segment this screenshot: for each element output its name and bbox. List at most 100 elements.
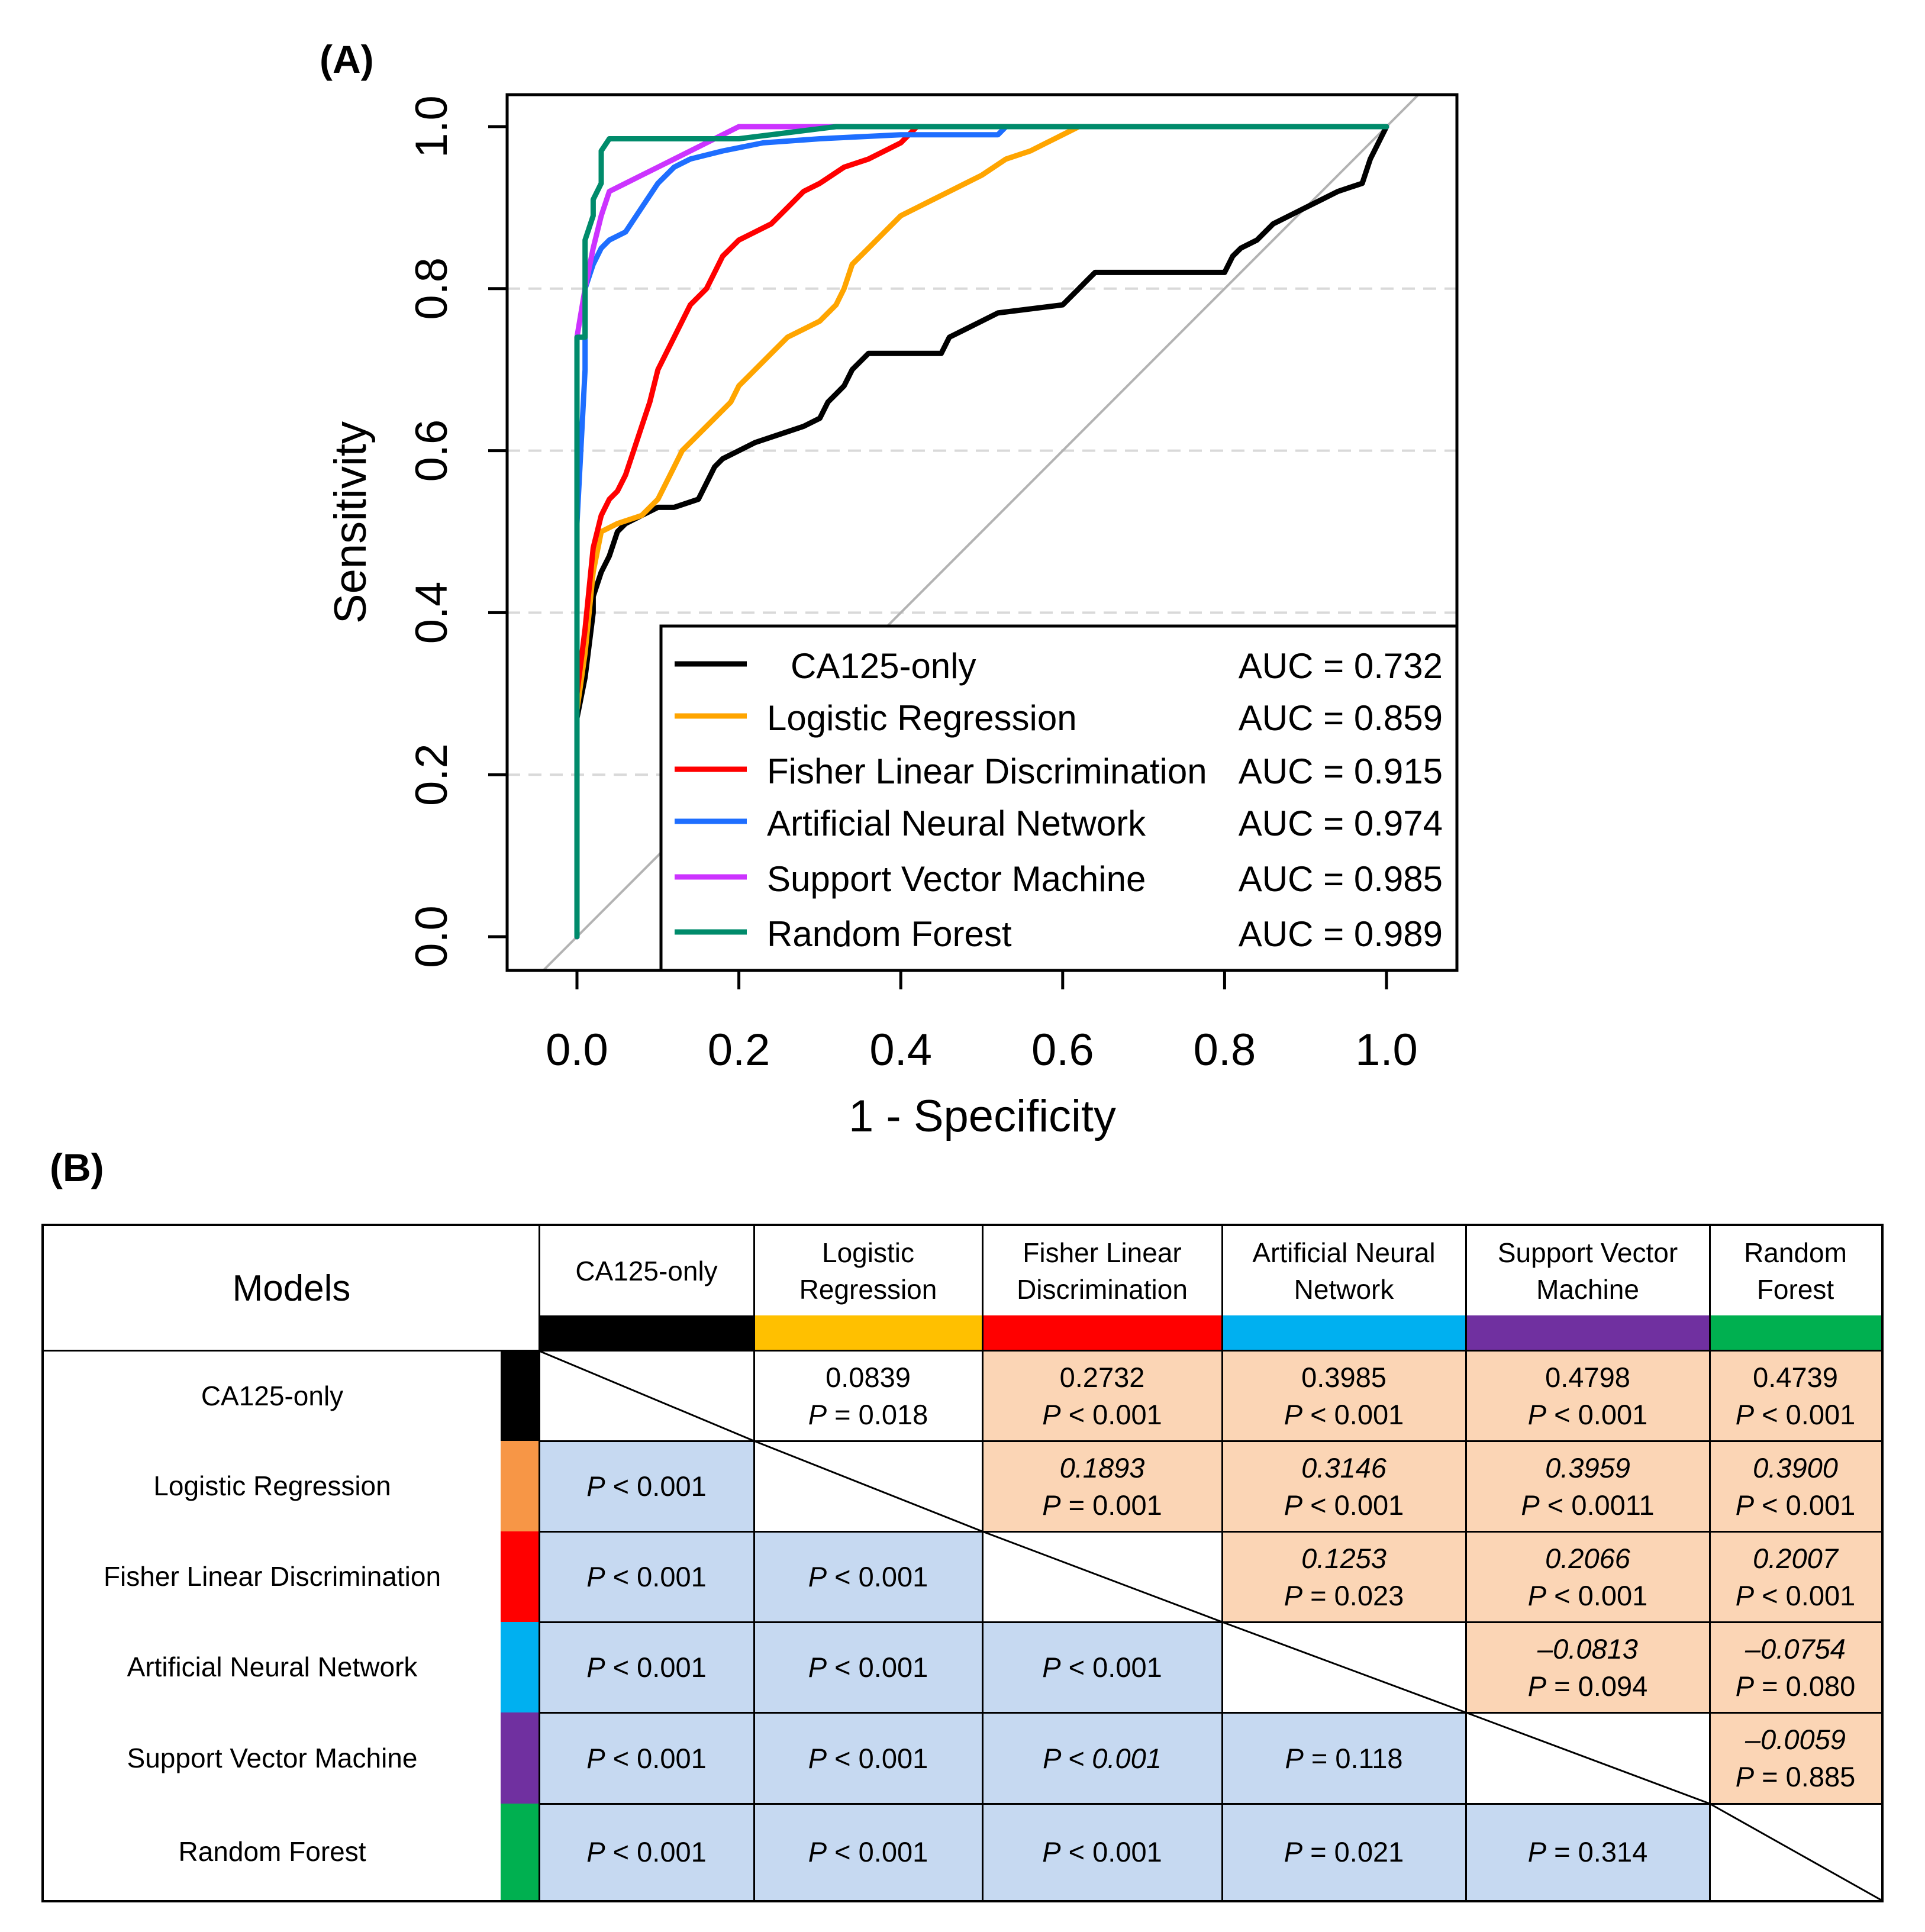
- coefficient-value: 0.4739: [1753, 1362, 1838, 1393]
- legend-label-fisher-linear-discrimination: Fisher Linear Discrimination: [767, 751, 1207, 791]
- p-value: P = 0.023: [1284, 1579, 1404, 1611]
- coefficient-value: 0.2732: [1059, 1362, 1145, 1393]
- upper-cell-r3-c5: –0.0754 P = 0.080: [1710, 1622, 1881, 1712]
- x-tick-label-1: 0.2: [708, 1025, 770, 1075]
- p-value: P < 0.001: [808, 1836, 928, 1868]
- column-header-line: Artificial Neural: [1252, 1237, 1436, 1268]
- column-header-line: Logistic: [822, 1237, 914, 1268]
- x-tick-label-0: 0.0: [546, 1025, 608, 1075]
- panel-a-label: (A): [320, 37, 374, 81]
- lower-cell-r3-c1: P < 0.001: [754, 1622, 982, 1712]
- coefficient-value: –0.0059: [1745, 1724, 1846, 1755]
- p-value: P < 0.001: [1735, 1399, 1856, 1430]
- p-value: P = 0.021: [1284, 1836, 1404, 1868]
- column-divider-2: [982, 1226, 984, 1900]
- p-value: P < 0.001: [1735, 1489, 1856, 1521]
- p-value: P < 0.001: [586, 1742, 707, 1774]
- legend-label-ca125-only: CA125-only: [791, 646, 976, 686]
- column-color-stripe-0: [539, 1315, 754, 1351]
- y-tick-label-5: 1.0: [407, 95, 457, 158]
- roc-series-lines: [574, 124, 1389, 940]
- lower-cell-r4-c0: P < 0.001: [539, 1712, 754, 1804]
- coefficient-value: –0.0813: [1537, 1633, 1638, 1665]
- coefficient-value: 0.1253: [1301, 1542, 1386, 1574]
- lower-cell-r2-c1: P < 0.001: [754, 1531, 982, 1622]
- coefficient-value: 0.0839: [826, 1362, 911, 1393]
- p-value: P < 0.001: [1527, 1579, 1648, 1611]
- upper-cell-r2-c4: 0.2066 P < 0.001: [1466, 1531, 1710, 1622]
- roc-gridlines: [507, 287, 1457, 776]
- y-tick-label-0: 0.0: [407, 905, 457, 968]
- lower-cell-r1-c0: P < 0.001: [539, 1441, 754, 1531]
- p-value: P < 0.0011: [1521, 1489, 1655, 1521]
- p-value: P = 0.118: [1285, 1742, 1403, 1774]
- column-divider-4: [1465, 1226, 1467, 1900]
- upper-cell-r0-c3: 0.3985 P < 0.001: [1222, 1351, 1466, 1441]
- row-color-swatch-5: [501, 1804, 539, 1900]
- column-header-line: Random: [1744, 1237, 1847, 1268]
- legend-label-support-vector-machine: Support Vector Machine: [767, 859, 1146, 899]
- lower-cell-r2-c0: P < 0.001: [539, 1531, 754, 1622]
- row-label-5: Random Forest: [178, 1836, 366, 1867]
- column-header-3: Artificial Neural Network: [1222, 1226, 1466, 1315]
- lower-cell-r5-c1: P < 0.001: [754, 1804, 982, 1900]
- p-value: P = 0.018: [808, 1399, 928, 1430]
- x-tick-label-5: 1.0: [1355, 1025, 1418, 1075]
- upper-cell-r2-c5: 0.2007 P < 0.001: [1710, 1531, 1881, 1622]
- lower-cell-r3-c0: P < 0.001: [539, 1622, 754, 1712]
- x-tick-label-3: 0.6: [1031, 1025, 1094, 1075]
- lower-cell-r5-c0: P < 0.001: [539, 1804, 754, 1900]
- row-divider-5: [539, 1803, 1881, 1805]
- upper-cell-r0-c5: 0.4739 P < 0.001: [1710, 1351, 1881, 1441]
- column-divider-3: [1221, 1226, 1223, 1900]
- legend-auc-fisher-linear-discrimination: AUC = 0.915: [1239, 751, 1443, 791]
- column-divider-main: [539, 1226, 540, 1900]
- header-divider: [44, 1350, 1881, 1352]
- column-header-line: Network: [1294, 1273, 1394, 1305]
- p-value: P < 0.001: [808, 1561, 928, 1592]
- roc-line-random-forest: [574, 124, 1389, 940]
- legend-auc-random-forest: AUC = 0.989: [1239, 914, 1443, 954]
- row-label-2: Fisher Linear Discrimination: [103, 1561, 441, 1592]
- lower-cell-r5-c2: P < 0.001: [982, 1804, 1222, 1900]
- y-tick-label-3: 0.6: [407, 420, 457, 482]
- coefficient-value: 0.3985: [1301, 1362, 1386, 1393]
- p-value: P < 0.001: [808, 1742, 928, 1774]
- row-color-swatch-3: [501, 1622, 539, 1712]
- row-divider-2: [539, 1531, 1881, 1533]
- upper-cell-r3-c4: –0.0813 P = 0.094: [1466, 1622, 1710, 1712]
- upper-cell-r2-c3: 0.1253 P = 0.023: [1222, 1531, 1466, 1622]
- column-color-stripe-4: [1466, 1315, 1710, 1351]
- models-header: Models: [232, 1268, 351, 1309]
- legend-auc-support-vector-machine: AUC = 0.985: [1239, 859, 1443, 899]
- column-header-line: Discrimination: [1017, 1273, 1188, 1305]
- coefficient-value: 0.2066: [1545, 1542, 1630, 1574]
- coefficient-value: 0.1893: [1059, 1452, 1145, 1483]
- legend-label-logistic-regression: Logistic Regression: [767, 698, 1077, 738]
- column-header-line: Forest: [1756, 1273, 1834, 1305]
- coefficient-value: 0.2007: [1753, 1542, 1838, 1574]
- x-tick-label-2: 0.4: [869, 1025, 932, 1075]
- column-header-line: Regression: [799, 1273, 937, 1305]
- row-label-0: CA125-only: [201, 1380, 344, 1411]
- p-value: P = 0.094: [1527, 1670, 1648, 1702]
- legend-auc-ca125-only: AUC = 0.732: [1239, 646, 1443, 686]
- p-value: P = 0.080: [1735, 1670, 1856, 1702]
- p-value: P < 0.001: [586, 1652, 707, 1683]
- row-color-swatch-1: [501, 1441, 539, 1531]
- column-divider-1: [753, 1226, 755, 1900]
- lower-cell-r4-c2: P < 0.001: [982, 1712, 1222, 1804]
- lower-cell-r5-c4: P = 0.314: [1466, 1804, 1710, 1900]
- roc-axes: 0.0 0.2 0.4 0.6 0.8 1.0 0.0 0.2 0.4 0.6 0.8 1.0 1 - …: [325, 93, 1459, 1141]
- p-value: P < 0.001: [1284, 1489, 1404, 1521]
- upper-cell-r0-c1: 0.0839 P = 0.018: [754, 1351, 982, 1441]
- row-color-swatch-4: [501, 1712, 539, 1804]
- upper-cell-r0-c4: 0.4798 P < 0.001: [1466, 1351, 1710, 1441]
- column-header-line: Support Vector: [1497, 1237, 1678, 1268]
- y-tick-label-4: 0.8: [407, 257, 457, 320]
- p-value: P < 0.001: [1735, 1579, 1856, 1611]
- column-header-5: Random Forest: [1710, 1226, 1881, 1315]
- coefficient-value: 0.3959: [1545, 1452, 1630, 1483]
- legend-auc-artificial-neural-network: AUC = 0.974: [1239, 804, 1443, 843]
- upper-cell-r0-c2: 0.2732 P < 0.001: [982, 1351, 1222, 1441]
